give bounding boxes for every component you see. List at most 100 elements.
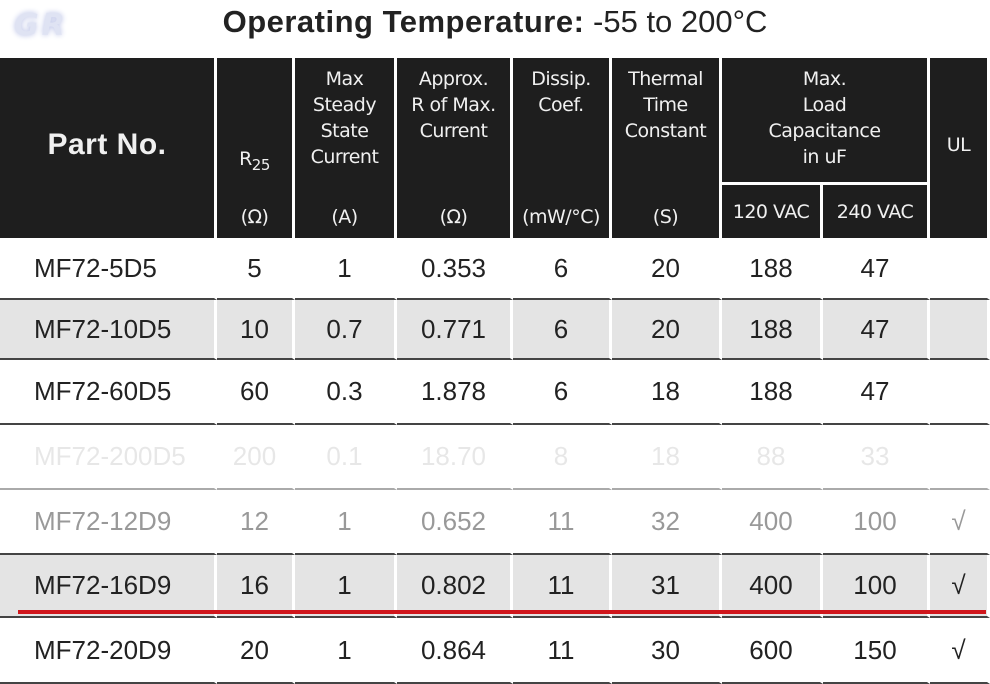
table-cell: 0.353 [397, 238, 513, 300]
table-cell: MF72-200D5 [0, 425, 217, 490]
title: Operating Temperature: -55 to 200°C [0, 4, 990, 40]
table-cell: 6 [513, 300, 612, 360]
table-cell: 33 [823, 425, 930, 490]
table-cell: 18 [612, 360, 722, 425]
table-cell: 100 [823, 490, 930, 555]
header-label-line: Max. [802, 68, 847, 90]
table-cell: 12 [217, 490, 295, 555]
header-sub-cell: 120 VAC [722, 185, 823, 238]
table-cell: 188 [722, 300, 823, 360]
table-cell: 18 [612, 425, 722, 490]
table-cell: MF72-20D9 [0, 618, 217, 684]
table-cell: 150 [823, 618, 930, 684]
header-label-line: Thermal [628, 68, 703, 90]
table-cell: 47 [823, 360, 930, 425]
table-cell: 0.864 [397, 618, 513, 684]
table-cell: 400 [722, 555, 823, 618]
table-cell: MF72-12D9 [0, 490, 217, 555]
header-label: Max Steady State Current [295, 66, 394, 170]
header-label: Thermal Time Constant [612, 66, 719, 144]
table-cell: 0.802 [397, 555, 513, 618]
table-cell: 47 [823, 300, 930, 360]
header-unit: (S) [652, 206, 679, 228]
header-label-line: Max [325, 68, 364, 90]
table-cell [930, 238, 990, 300]
logo: GR [14, 8, 68, 43]
header-label-line: R of Max. [411, 94, 496, 116]
header-label: R25 [217, 146, 292, 178]
title-label: Operating Temperature: [222, 4, 585, 39]
header-cell: Part No. [0, 58, 217, 238]
table-cell: 200 [217, 425, 295, 490]
header-label-line: Constant [624, 120, 707, 142]
header-cell: Approx. R of Max. Current (Ω) [397, 58, 513, 238]
table-cell: 32 [612, 490, 722, 555]
table-cell: 1 [295, 618, 397, 684]
header-label: Dissip. Coef. [513, 66, 609, 118]
table-cell: 30 [612, 618, 722, 684]
table-cell: 6 [513, 238, 612, 300]
header-label-line: Current [310, 146, 379, 168]
table-cell: √ [930, 618, 990, 684]
table-cell: 0.652 [397, 490, 513, 555]
header-unit: (Ω) [439, 206, 468, 228]
header-label-line: Time [643, 94, 688, 116]
header-unit: (mW/°C) [522, 206, 600, 228]
table-cell: 6 [513, 360, 612, 425]
header-unit: (A) [331, 206, 358, 228]
header-label-line: UL [946, 134, 971, 156]
table-cell: 18.70 [397, 425, 513, 490]
highlight-line [18, 610, 986, 614]
table-cell: 600 [722, 618, 823, 684]
header-label-line: Part No. [47, 128, 167, 161]
table-cell: 11 [513, 555, 612, 618]
table-cell: 20 [612, 238, 722, 300]
title-value: -55 to 200°C [593, 4, 768, 39]
table-cell [930, 300, 990, 360]
table-cell: 20 [217, 618, 295, 684]
header-cell: R25 (Ω) [217, 58, 295, 238]
table-cell: 188 [722, 238, 823, 300]
header-sub-cell: 240 VAC [823, 185, 930, 238]
header-unit: (Ω) [240, 206, 269, 228]
table-cell: 60 [217, 360, 295, 425]
table-cell: 0.3 [295, 360, 397, 425]
header-label-line: Approx. [418, 68, 489, 90]
table-cell: 88 [722, 425, 823, 490]
table-cell: 5 [217, 238, 295, 300]
table-cell: 10 [217, 300, 295, 360]
table-cell: 31 [612, 555, 722, 618]
header-label: Approx. R of Max. Current [397, 66, 510, 144]
header-label-sub: 25 [251, 155, 271, 174]
table-cell: MF72-5D5 [0, 238, 217, 300]
header-cell: Max. Load Capacitance in uF [722, 58, 930, 185]
table-cell: 1 [295, 490, 397, 555]
table-cell: 1 [295, 555, 397, 618]
table-cell: 11 [513, 618, 612, 684]
header-label-line: State [320, 120, 369, 142]
header-cell: Thermal Time Constant (S) [612, 58, 722, 238]
header-label-line: in uF [802, 146, 847, 168]
table-cell: 188 [722, 360, 823, 425]
table-cell: 400 [722, 490, 823, 555]
table-cell [930, 425, 990, 490]
header-label-line: Current [419, 120, 488, 142]
table-cell: MF72-60D5 [0, 360, 217, 425]
header-label-text: R [239, 148, 252, 170]
header-label-line: Dissip. [531, 68, 591, 90]
table-cell: 0.1 [295, 425, 397, 490]
table-cell: √ [930, 555, 990, 618]
table-cell: 8 [513, 425, 612, 490]
header-label: UL [930, 132, 987, 158]
table-cell: √ [930, 490, 990, 555]
header-label: Max. Load Capacitance in uF [722, 66, 927, 170]
table-cell [930, 360, 990, 425]
header-cell: Dissip. Coef. (mW/°C) [513, 58, 612, 238]
table-cell: 0.7 [295, 300, 397, 360]
header-label-line: Capacitance [768, 120, 881, 142]
table-cell: 1 [295, 238, 397, 300]
header-label-line: Coef. [538, 94, 584, 116]
table-cell: MF72-16D9 [0, 555, 217, 618]
header-label-line: Steady [312, 94, 377, 116]
